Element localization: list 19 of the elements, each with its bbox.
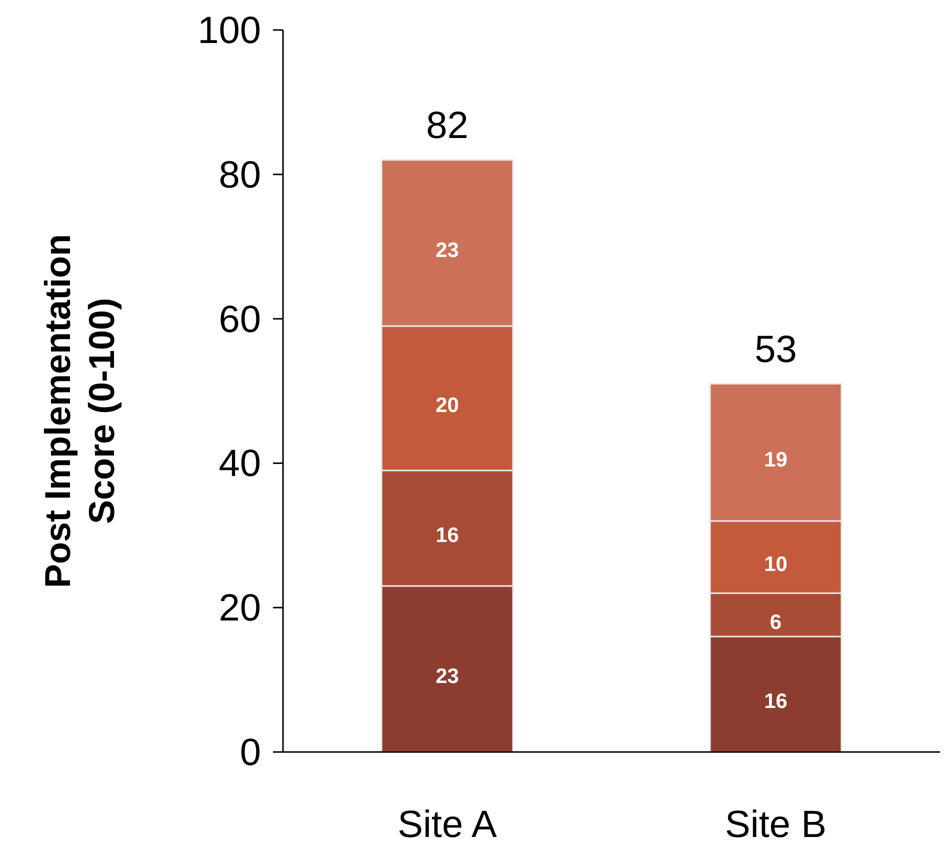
data-label: 19 [764,448,788,472]
y-tick-label: 0 [240,732,261,774]
y-tick-label: 100 [198,10,261,52]
y-tick-label: 60 [218,298,261,341]
total-label: 82 [426,104,468,147]
x-tick-label: Site A [398,804,498,843]
total-label: 53 [754,328,797,371]
x-tick-label: Site B [725,804,826,843]
data-label: 16 [764,690,788,714]
y-axis-title: Post Implementation Score (0-100) [37,234,122,588]
y-tick-label: 20 [218,588,261,630]
data-label: 6 [770,610,782,634]
data-label: 23 [436,664,459,688]
y-tick-label: 80 [218,154,261,196]
y-tick-label: 40 [218,443,261,486]
data-label: 23 [436,238,459,262]
data-label: 20 [436,394,459,418]
data-label: 10 [764,553,788,576]
data-label: 16 [436,524,459,548]
